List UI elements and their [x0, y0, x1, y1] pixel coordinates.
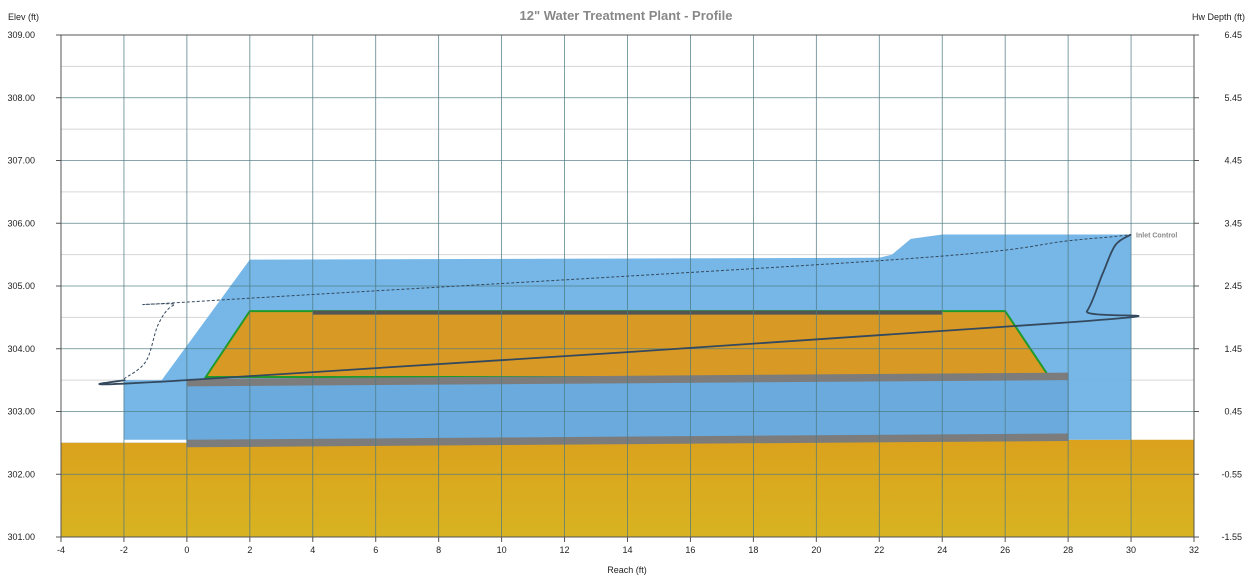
y-right-tick-label: -1.55: [1221, 532, 1242, 542]
x-tick-label: 22: [874, 545, 884, 555]
x-tick-label: 0: [184, 545, 189, 555]
x-tick-label: 14: [622, 545, 632, 555]
y-right-tick-label: 0.45: [1224, 407, 1242, 417]
energy-grade-line: [123, 234, 1132, 380]
y-axis-ticks: 301.00 302.00 303.00 304.00 305.00 306.00 307.…: [7, 30, 61, 542]
x-tick-label: -2: [120, 545, 128, 555]
y-axis-label-left: Elev (ft): [8, 12, 39, 22]
y-tick-label: 304.00: [7, 344, 35, 354]
y-tick-label: 307.00: [7, 156, 35, 166]
x-tick-label: 20: [811, 545, 821, 555]
x-tick-label: 6: [373, 545, 378, 555]
y-right-tick-label: 1.45: [1224, 344, 1242, 354]
x-tick-label: 12: [560, 545, 570, 555]
y-tick-label: 308.00: [7, 93, 35, 103]
y-tick-label: 309.00: [7, 30, 35, 40]
y-tick-label: 306.00: [7, 218, 35, 228]
y-tick-label: 303.00: [7, 407, 35, 417]
x-tick-label: 28: [1063, 545, 1073, 555]
y-right-tick-label: 2.45: [1224, 281, 1242, 291]
y-right-axis-ticks: -1.55 -0.55 0.45 1.45 2.45 3.45 4.45 5.45 6.45: [1194, 30, 1242, 542]
x-tick-label: 32: [1189, 545, 1199, 555]
x-tick-label: -4: [57, 545, 65, 555]
x-tick-label: 30: [1126, 545, 1136, 555]
x-axis-label: Reach (ft): [607, 565, 647, 575]
hydraulic-grade-line: [98, 233, 1140, 386]
inlet-control-annotation: Inlet Control: [1136, 233, 1177, 240]
y-right-tick-label: 4.45: [1224, 156, 1242, 166]
y-tick-label: 302.00: [7, 469, 35, 479]
x-tick-label: 8: [436, 545, 441, 555]
y-tick-label: 301.00: [7, 532, 35, 542]
grade-lines: [98, 233, 1140, 386]
x-tick-label: 26: [1000, 545, 1010, 555]
x-tick-label: 4: [310, 545, 315, 555]
chart-title: 12" Water Treatment Plant - Profile: [519, 8, 732, 23]
x-tick-label: 2: [247, 545, 252, 555]
y-right-tick-label: 3.45: [1224, 218, 1242, 228]
x-tick-label: 18: [748, 545, 758, 555]
y-right-tick-label: 5.45: [1224, 93, 1242, 103]
y-axis-label-right: Hw Depth (ft): [1192, 12, 1245, 22]
y-right-tick-label: -0.55: [1221, 469, 1242, 479]
y-right-tick-label: 6.45: [1224, 30, 1242, 40]
x-axis-ticks: -4 -2 0 2 4 6 8 10 12 14 16 18 20 22 24 26 28 30 32: [57, 537, 1199, 555]
x-tick-label: 16: [685, 545, 695, 555]
x-tick-label: 10: [497, 545, 507, 555]
x-tick-label: 24: [937, 545, 947, 555]
y-tick-label: 305.00: [7, 281, 35, 291]
